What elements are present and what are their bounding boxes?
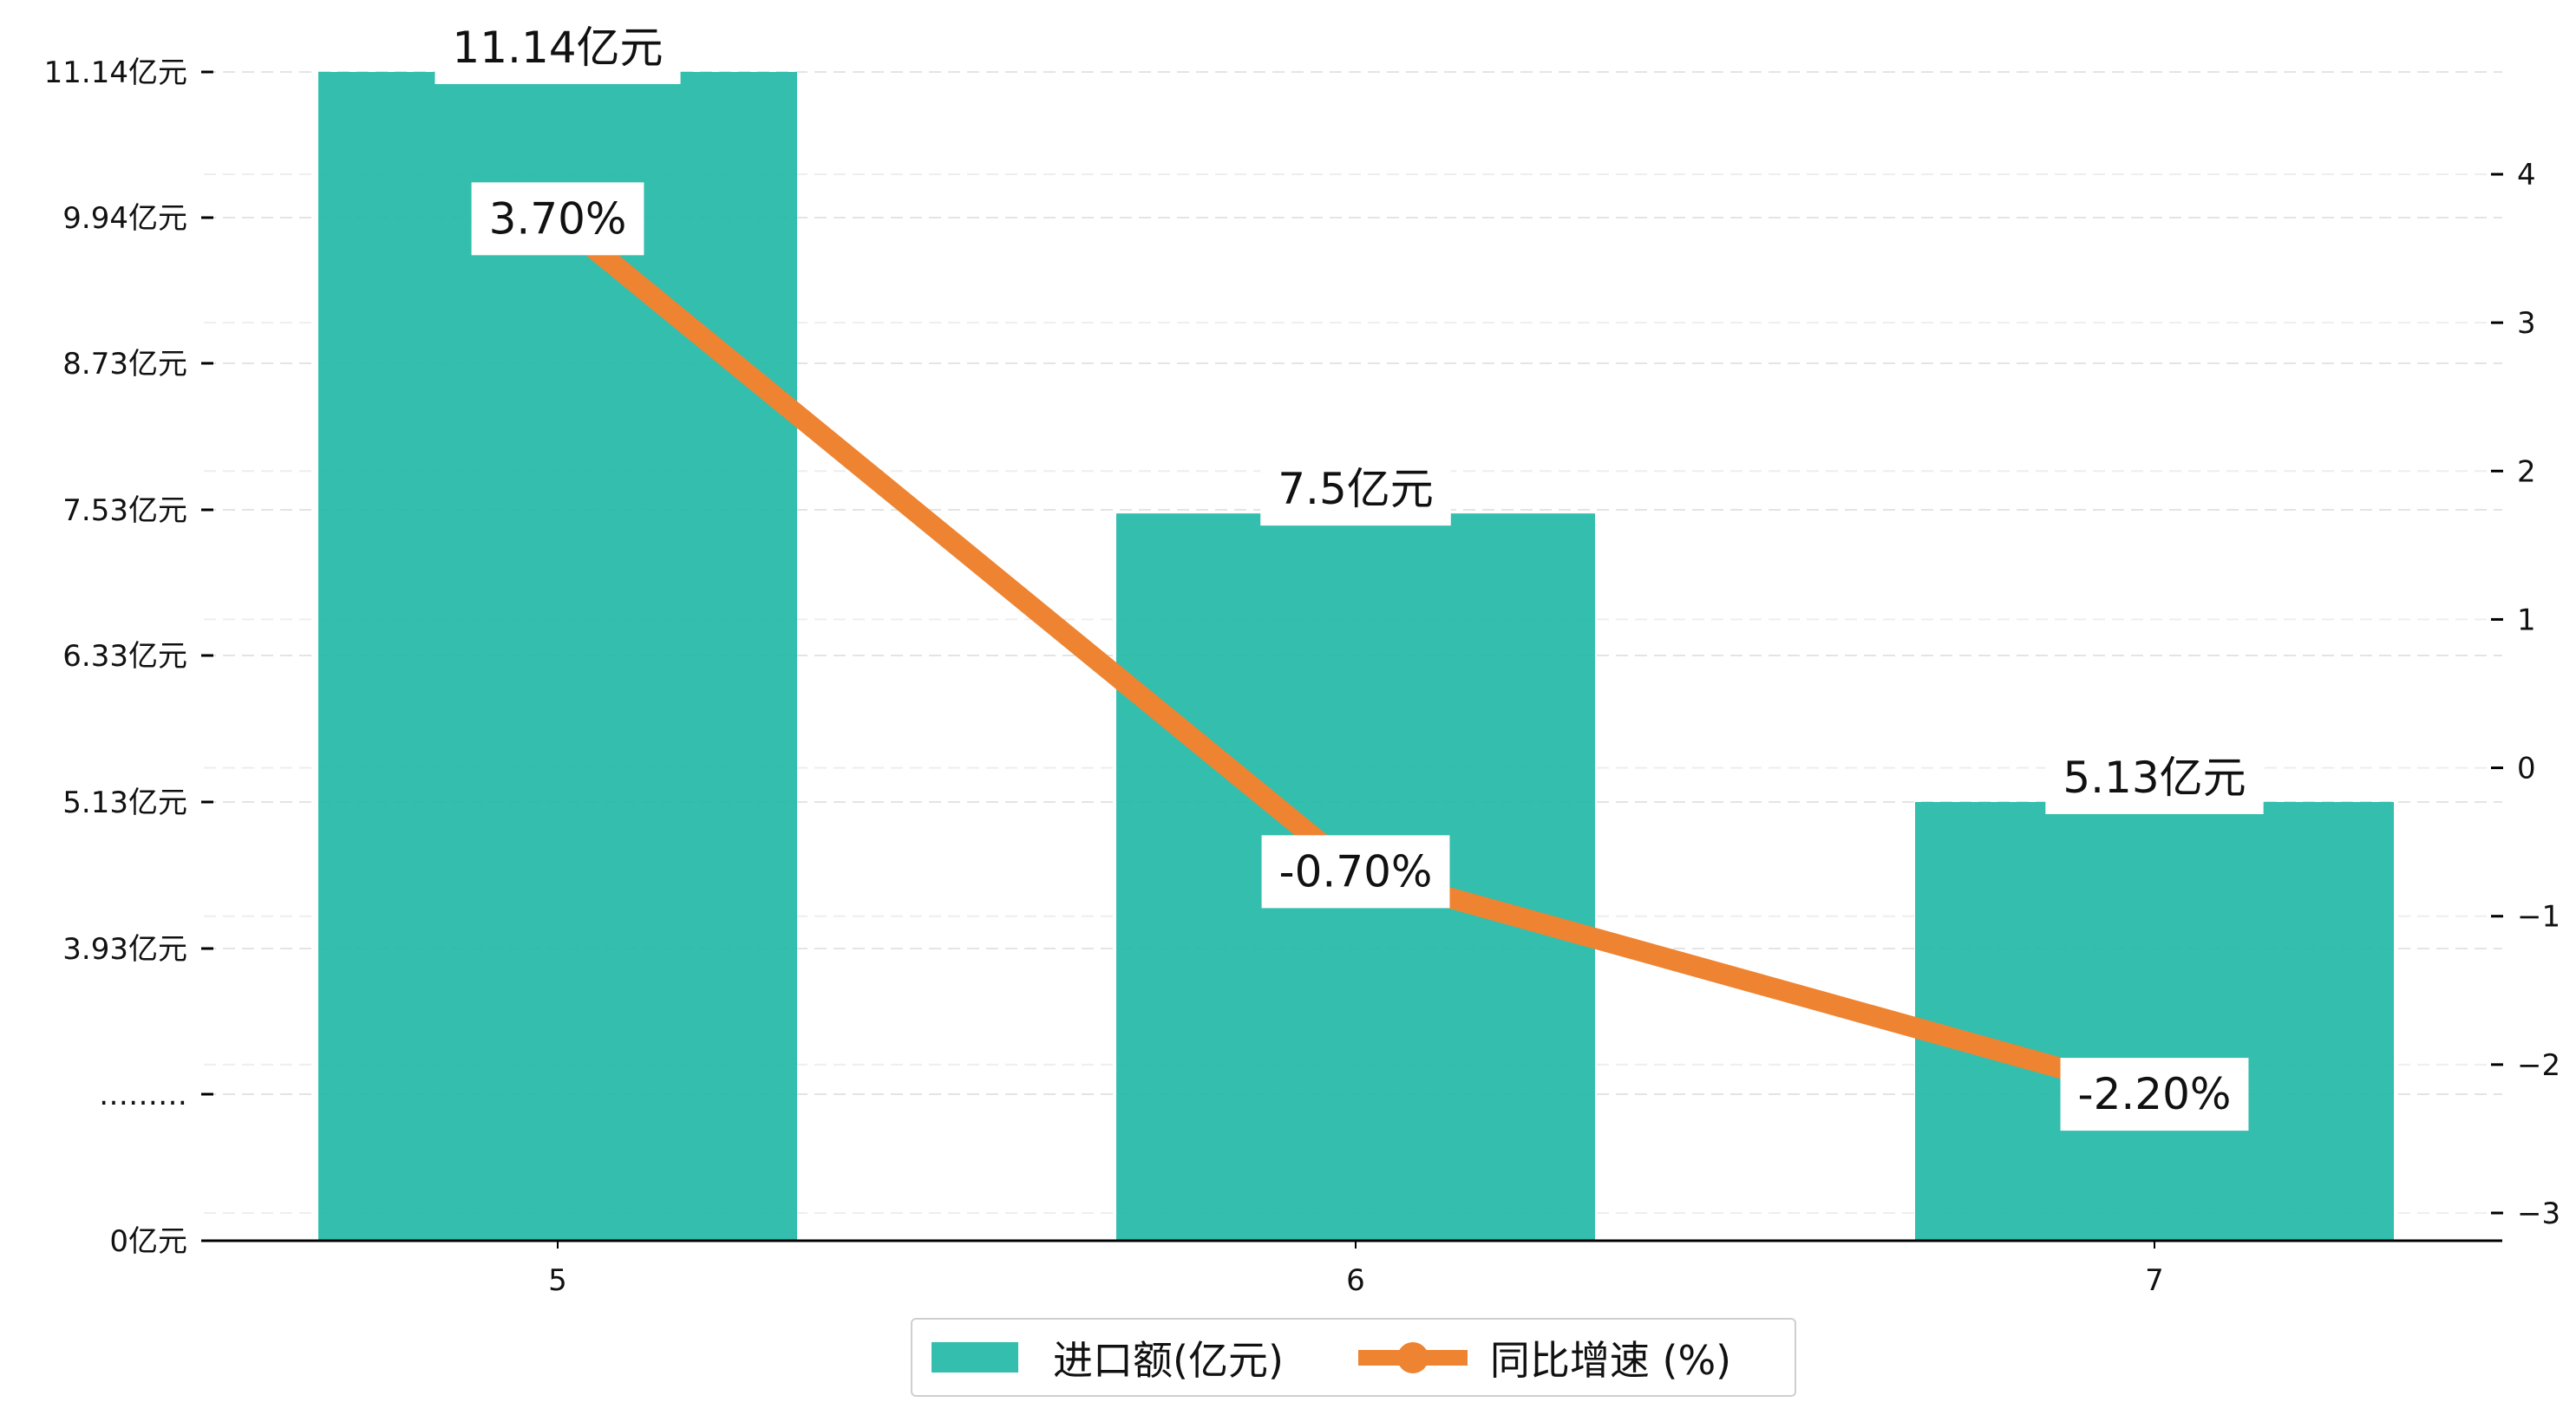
legend-swatch-bar <box>932 1342 1018 1373</box>
bar-value-label: 11.14亿元 <box>435 11 681 84</box>
growth-value-label-box <box>1261 835 1450 909</box>
legend: 进口额(亿元) 同比增速 (%) <box>911 1318 1796 1397</box>
growth-value-label-text: -0.70% <box>1279 846 1433 897</box>
y-left-tick-label: 6.33亿元 <box>62 639 187 674</box>
legend-swatch-line <box>1357 1342 1468 1373</box>
y-right-tick-label: 0 <box>2517 752 2536 786</box>
y-left-tick-label: 9.94亿元 <box>62 201 187 236</box>
y-right-tick-label: −3 <box>2517 1197 2560 1231</box>
legend-label-growth: 同比增速 (%) <box>1489 1336 1732 1384</box>
bar-value-label-box <box>2045 741 2264 814</box>
y-left-tick-label: 5.13亿元 <box>62 786 187 820</box>
bar-7 <box>1915 802 2394 1241</box>
bar-value-label: 5.13亿元 <box>2045 741 2264 814</box>
y-right-tick-label: 3 <box>2517 306 2536 341</box>
legend-item-import: 进口额(亿元) <box>912 1320 1284 1395</box>
y-left-tick-label: 8.73亿元 <box>62 347 187 381</box>
legend-item-growth: 同比增速 (%) <box>1284 1320 1731 1395</box>
y-left-tick-label: 3.93亿元 <box>62 932 187 967</box>
growth-value-label: 3.70% <box>471 182 644 256</box>
growth-value-label-box <box>471 182 644 256</box>
growth-value-label: -2.20% <box>2060 1058 2249 1131</box>
y-right-tick-label: −1 <box>2517 900 2560 935</box>
y-left-tick-label: 11.14亿元 <box>44 55 187 90</box>
y-left-tick-label: ……… <box>99 1078 187 1112</box>
y-left-tick-label: 0亿元 <box>109 1224 187 1259</box>
bar-value-label-text: 11.14亿元 <box>452 23 663 73</box>
bar-5 <box>318 72 797 1241</box>
growth-value-label-text: -2.20% <box>2078 1069 2232 1119</box>
growth-value-label-text: 3.70% <box>489 193 627 244</box>
y-left-tick-label: 7.53亿元 <box>62 493 187 528</box>
data-labels: 11.14亿元 7.5亿元 5.13亿元 3.70% -0.70% -2.20% <box>435 11 2264 1131</box>
x-tick-label: 7 <box>2145 1263 2164 1298</box>
axes: 5 6 7 0亿元 ……… 3.93亿元 5.13亿元 6.33亿元 7.53亿元 8.73亿元 9… <box>44 55 2560 1298</box>
bar-value-label-box <box>435 11 681 84</box>
legend-label-import: 进口额(亿元) <box>1053 1336 1284 1384</box>
bar-value-label-box <box>1260 453 1451 526</box>
y-right-tick-label: 4 <box>2517 158 2536 192</box>
bar-value-label-text: 5.13亿元 <box>2063 753 2246 803</box>
y-right-tick-label: 2 <box>2517 454 2536 489</box>
y-right-tick-label: 1 <box>2517 603 2536 637</box>
growth-value-label: -0.70% <box>1261 835 1450 909</box>
bar-value-label-text: 7.5亿元 <box>1278 464 1434 514</box>
bar-value-label: 7.5亿元 <box>1260 453 1451 526</box>
growth-value-label-box <box>2060 1058 2249 1131</box>
x-tick-label: 6 <box>1346 1263 1365 1298</box>
x-tick-label: 5 <box>548 1263 567 1298</box>
y-right-tick-label: −2 <box>2517 1048 2560 1083</box>
